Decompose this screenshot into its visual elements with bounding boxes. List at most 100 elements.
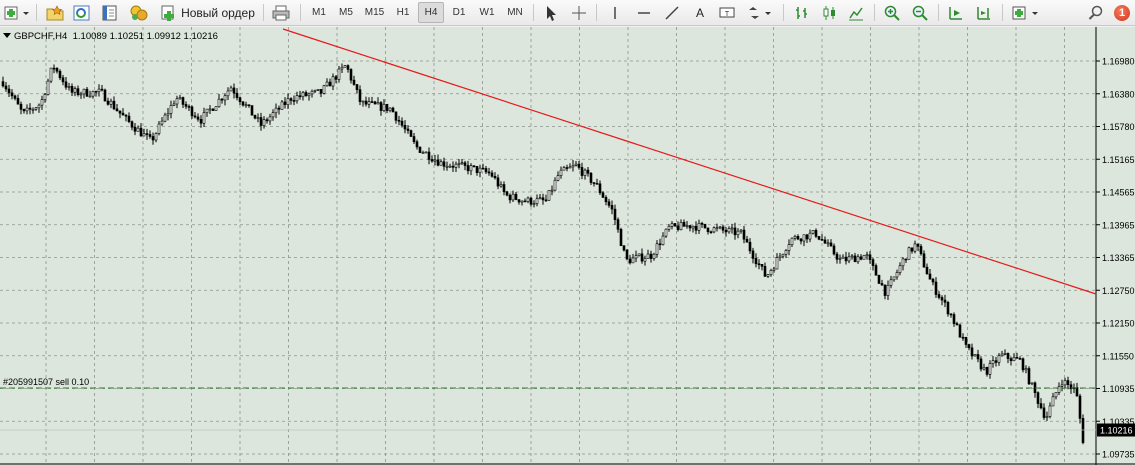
candle-body (646, 253, 650, 259)
horizontal-line-button[interactable] (633, 2, 655, 23)
candle-body (58, 70, 62, 79)
candle-body (565, 167, 569, 169)
candle-body (934, 281, 938, 295)
candle-body (871, 259, 875, 266)
printer-icon (272, 5, 290, 20)
candle-body (25, 107, 29, 112)
candle-body (151, 136, 155, 141)
candle-body (805, 234, 809, 240)
vertical-line-button[interactable] (605, 2, 625, 23)
candle-body (781, 253, 785, 257)
autoscroll-button[interactable] (945, 2, 967, 23)
candle-body (841, 256, 845, 259)
line-chart-button[interactable] (845, 2, 867, 23)
candle-body (877, 274, 881, 284)
chart-window[interactable]: 1.16980 1.16380 1.15780 1.15165 1.14565 1.139… (0, 27, 1135, 465)
candle-body (493, 175, 497, 179)
candle-body (718, 226, 722, 229)
terminal-button[interactable] (127, 2, 151, 23)
candle-body (1012, 357, 1016, 362)
candle-body (583, 169, 587, 176)
chart-shift-button[interactable] (973, 2, 995, 23)
trendline-icon (665, 5, 679, 20)
notifications-button[interactable]: 1 (1111, 2, 1133, 23)
candle-body (574, 163, 578, 166)
candle-body (853, 255, 857, 263)
candle-body (46, 80, 50, 95)
candle-body (568, 166, 572, 169)
candle-body (979, 358, 983, 370)
candle-body (517, 199, 521, 203)
candle-body (562, 167, 566, 171)
crosshair-tool-button[interactable] (568, 2, 590, 23)
candle-body (52, 67, 56, 70)
candle-body (949, 313, 953, 316)
candle-body (139, 127, 143, 137)
timeframe-w1-button[interactable]: W1 (479, 7, 495, 18)
candle-body (730, 227, 734, 230)
candle-body (193, 115, 197, 118)
candle-body (604, 197, 608, 203)
candle-body (382, 103, 386, 111)
candle-body (178, 97, 182, 100)
zoom-in-button[interactable] (880, 2, 904, 23)
zoom-out-button[interactable] (908, 2, 932, 23)
candle-body (175, 98, 179, 105)
candle-body (865, 254, 869, 257)
candle-body (370, 101, 374, 103)
search-button[interactable] (1085, 2, 1107, 23)
bar-chart-icon (796, 6, 807, 19)
text-label-button[interactable]: T (716, 2, 738, 23)
navigator-button[interactable] (99, 2, 121, 23)
candle-body (835, 253, 839, 260)
timeframe-h1-button[interactable]: H1 (396, 7, 410, 18)
current-price-tag (1097, 423, 1135, 437)
new-chart-button[interactable] (2, 2, 32, 23)
text-tool-button[interactable]: A (695, 5, 704, 20)
candle-body (10, 92, 14, 97)
trendline-button[interactable] (661, 2, 683, 23)
candle-body (145, 133, 149, 135)
candlestick-chart-button[interactable] (818, 2, 840, 23)
bar-chart-button[interactable] (791, 2, 813, 23)
candle-body (502, 184, 506, 193)
candle-body (223, 95, 227, 101)
new-order-button[interactable]: Новый ордер (158, 2, 258, 23)
candle-body (1009, 358, 1013, 362)
market-watch-button[interactable] (71, 2, 93, 23)
candle-body (235, 92, 239, 98)
candle-body (40, 99, 44, 106)
candle-body (70, 85, 74, 93)
indicators-menu-button[interactable] (1010, 2, 1042, 23)
timeframe-mn-button[interactable]: MN (507, 7, 523, 18)
candle-body (334, 76, 338, 80)
candle-body (913, 243, 917, 252)
arrows-menu-button[interactable] (744, 2, 774, 23)
candle-body (190, 106, 194, 117)
candle-body (751, 250, 755, 259)
timeframe-m15-button[interactable]: M15 (364, 7, 385, 18)
candle-body (559, 169, 563, 176)
candle-body (1078, 395, 1082, 419)
price-chart[interactable]: 1.16980 1.16380 1.15780 1.15165 1.14565 1.139… (0, 27, 1135, 465)
candle-body (613, 208, 617, 220)
candle-body (649, 253, 653, 259)
candle-body (724, 229, 728, 233)
timeframe-m5-button[interactable]: M5 (339, 7, 353, 18)
candle-body (700, 222, 704, 225)
timeframe-m1-button[interactable]: M1 (312, 7, 326, 18)
timeframe-d1-button[interactable]: D1 (452, 7, 466, 18)
cursor-tool-button[interactable] (540, 2, 562, 23)
candle-body (703, 223, 707, 229)
candle-body (847, 256, 851, 262)
candle-body (262, 119, 266, 126)
candle-body (187, 106, 191, 108)
candle-body (541, 197, 545, 201)
candle-body (655, 243, 659, 255)
print-button[interactable] (269, 2, 293, 23)
timeframe-h4-button[interactable]: H4 (418, 2, 444, 23)
candle-body (340, 66, 344, 70)
candle-body (337, 68, 341, 80)
favorites-button[interactable] (44, 2, 66, 23)
candle-body (571, 165, 575, 168)
